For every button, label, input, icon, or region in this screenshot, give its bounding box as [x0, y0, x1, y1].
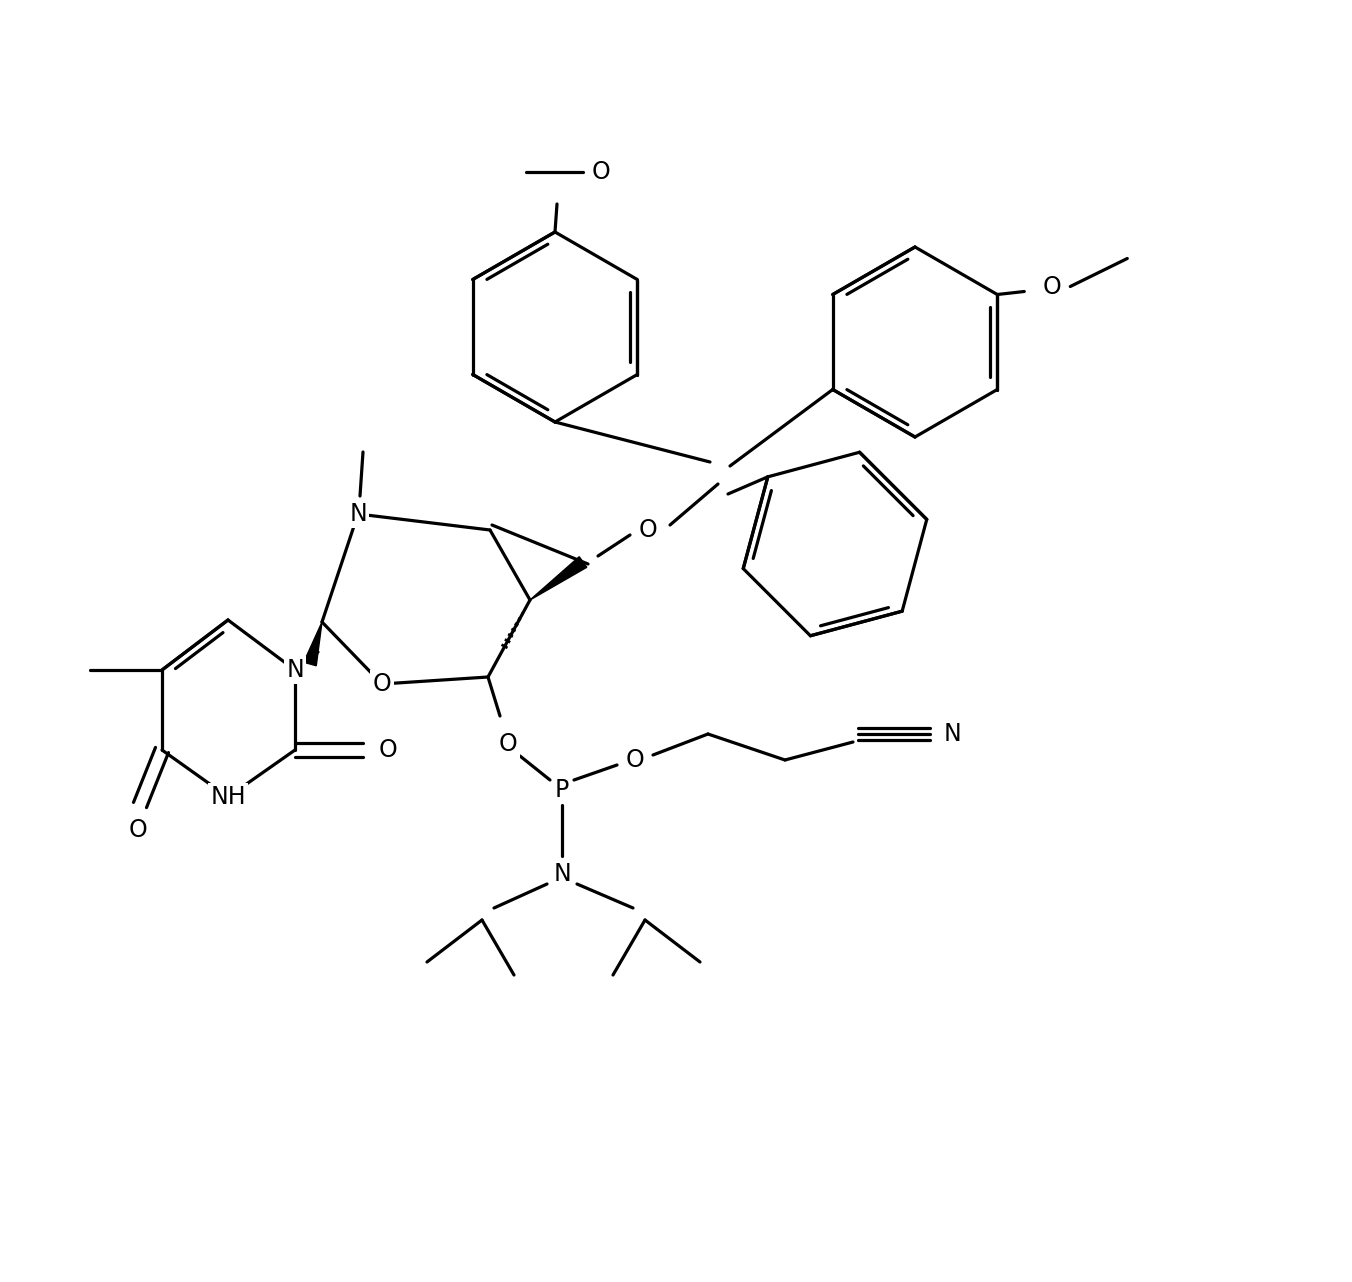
Text: N: N [553, 862, 571, 886]
Text: O: O [1042, 274, 1061, 299]
Text: N: N [287, 658, 304, 682]
Text: O: O [626, 747, 645, 772]
Text: NH: NH [210, 785, 246, 809]
Text: N: N [553, 862, 571, 886]
Text: O: O [1042, 274, 1061, 299]
Text: O: O [128, 818, 147, 842]
Text: O: O [379, 738, 397, 762]
Text: N: N [944, 722, 961, 746]
Text: P: P [554, 778, 569, 803]
Text: O: O [128, 818, 147, 842]
Text: O: O [638, 518, 657, 542]
Text: NH: NH [210, 785, 246, 809]
Text: O: O [592, 160, 610, 185]
Text: O: O [373, 672, 391, 696]
Text: N: N [349, 503, 366, 526]
Text: O: O [499, 732, 518, 756]
Text: O: O [373, 672, 391, 696]
Text: N: N [287, 658, 304, 682]
Text: O: O [499, 732, 518, 756]
Text: O: O [638, 518, 657, 542]
Text: O: O [592, 160, 610, 185]
Text: O: O [626, 747, 645, 772]
Text: N: N [349, 503, 366, 526]
Text: O: O [379, 738, 397, 762]
Text: P: P [554, 778, 569, 803]
Text: N: N [944, 722, 961, 746]
Polygon shape [530, 556, 587, 600]
Polygon shape [304, 622, 322, 665]
